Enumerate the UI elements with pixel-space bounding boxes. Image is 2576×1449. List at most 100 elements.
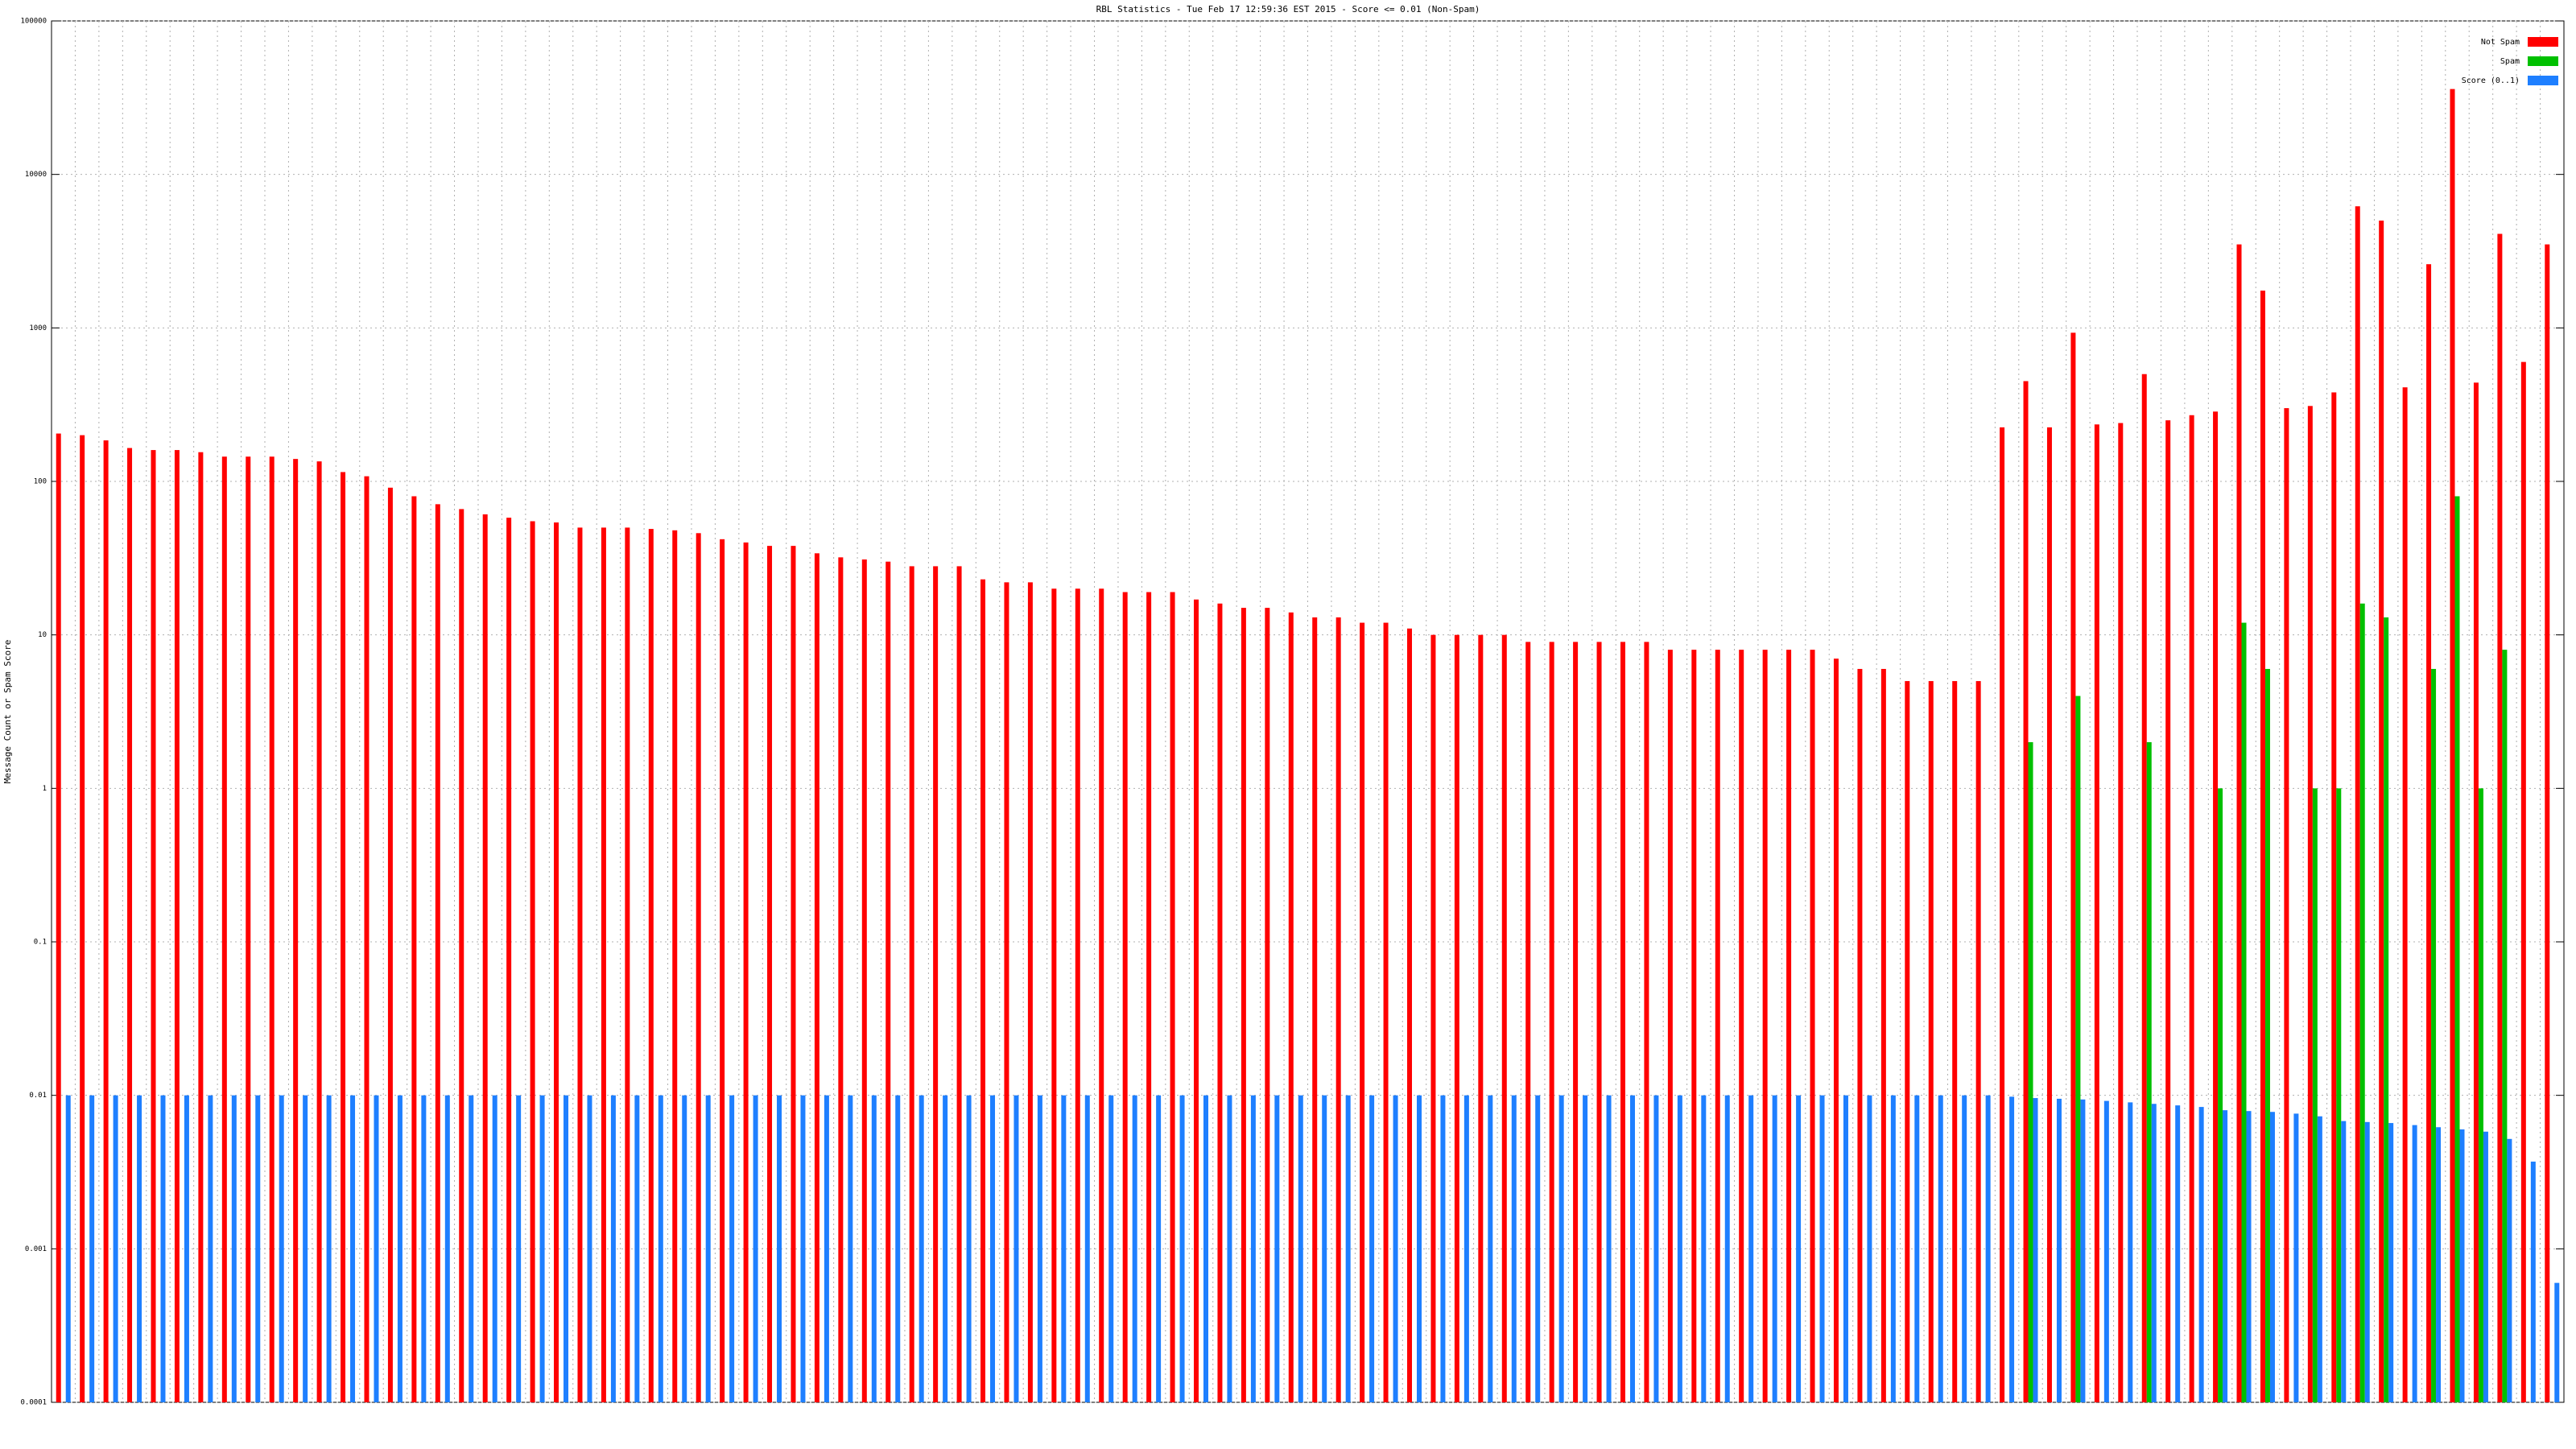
bar — [648, 529, 654, 1402]
bar — [2070, 332, 2076, 1403]
bar — [1146, 592, 1152, 1402]
bar — [2388, 1123, 2394, 1402]
bar — [1772, 1095, 1777, 1402]
bar — [1501, 634, 1507, 1402]
y-axis-label: Message Count or Spam Score — [2, 640, 13, 784]
bar — [269, 456, 275, 1403]
bar — [1535, 1095, 1541, 1402]
bar — [1416, 1095, 1422, 1402]
bar — [1985, 1095, 1991, 1402]
bar — [1013, 1095, 1019, 1402]
bar — [980, 579, 986, 1402]
bar — [1369, 1095, 1375, 1402]
bar — [777, 1095, 782, 1402]
y-tick-label: 10 — [38, 631, 47, 639]
bar — [113, 1095, 118, 1402]
bar — [160, 1095, 166, 1402]
bar — [516, 1095, 522, 1402]
bar — [1525, 642, 1531, 1402]
bar — [2426, 264, 2432, 1402]
bar — [2454, 496, 2460, 1402]
bar — [838, 557, 844, 1403]
bar — [2103, 1100, 2109, 1402]
bar — [1360, 622, 1365, 1402]
y-tick-label: 10000 — [25, 171, 47, 179]
bar — [2269, 1112, 2275, 1402]
y-tick-label: 100000 — [20, 18, 47, 26]
bar — [80, 435, 85, 1402]
bar — [184, 1095, 189, 1402]
bar — [1667, 650, 1673, 1402]
bar — [824, 1095, 829, 1402]
bar — [137, 1095, 142, 1402]
bar — [1762, 650, 1768, 1402]
bar — [1156, 1095, 1162, 1402]
bar — [2336, 788, 2342, 1402]
bar — [2128, 1102, 2133, 1402]
bar — [814, 553, 819, 1403]
bar — [610, 1095, 616, 1402]
bar — [198, 452, 204, 1402]
bar — [1715, 650, 1720, 1402]
bar — [530, 521, 535, 1402]
y-tick-label: 0.001 — [25, 1245, 47, 1253]
bar — [221, 456, 227, 1403]
bar — [2331, 392, 2337, 1402]
bar — [1739, 650, 1744, 1402]
bar — [658, 1095, 663, 1402]
bar — [2312, 788, 2318, 1402]
bar — [1583, 1095, 1588, 1402]
bar — [2175, 1105, 2181, 1402]
bar — [2094, 424, 2099, 1402]
bar — [1975, 681, 1981, 1402]
legend-label: Spam — [2500, 57, 2520, 66]
bar — [1027, 582, 1033, 1402]
bar — [2502, 650, 2508, 1402]
legend-swatch — [2528, 56, 2558, 66]
bar — [743, 542, 749, 1402]
bar — [2218, 788, 2223, 1402]
bar — [2009, 1096, 2015, 1402]
bar — [1810, 650, 1815, 1402]
bar — [208, 1095, 213, 1402]
bar — [2165, 420, 2171, 1402]
bar — [720, 539, 725, 1403]
bar — [1833, 658, 1839, 1402]
bar — [397, 1095, 402, 1402]
bar — [103, 440, 109, 1402]
bar — [2317, 1116, 2322, 1402]
bar — [2459, 1129, 2465, 1402]
bar — [231, 1095, 237, 1402]
bar — [1203, 1095, 1209, 1402]
y-tick-label: 0.1 — [34, 939, 47, 947]
bar — [293, 459, 299, 1403]
bar — [848, 1095, 853, 1402]
y-tick-label: 1000 — [29, 324, 47, 332]
bar — [303, 1095, 308, 1402]
bar — [2246, 1111, 2252, 1402]
bar — [1819, 1095, 1825, 1402]
bar — [1099, 588, 1104, 1402]
bar — [2478, 788, 2483, 1402]
bar — [729, 1095, 735, 1402]
bar — [2436, 1127, 2442, 1402]
bar — [341, 472, 346, 1402]
bar — [1644, 642, 1649, 1402]
bar — [2384, 617, 2389, 1402]
bar — [1938, 1095, 1943, 1402]
bar — [1796, 1095, 1802, 1402]
bar — [127, 448, 133, 1402]
bar — [2146, 741, 2152, 1402]
bar — [1488, 1095, 1493, 1402]
bar — [1061, 1095, 1067, 1402]
bar — [696, 533, 701, 1403]
y-tick-label: 0.01 — [29, 1092, 47, 1100]
bar — [1786, 650, 1792, 1402]
bar — [1701, 1095, 1707, 1402]
bar — [554, 522, 559, 1402]
bar — [506, 518, 512, 1402]
bar — [2080, 1099, 2086, 1402]
bar — [1051, 588, 1057, 1402]
bar — [56, 433, 61, 1402]
bar — [682, 1095, 687, 1402]
